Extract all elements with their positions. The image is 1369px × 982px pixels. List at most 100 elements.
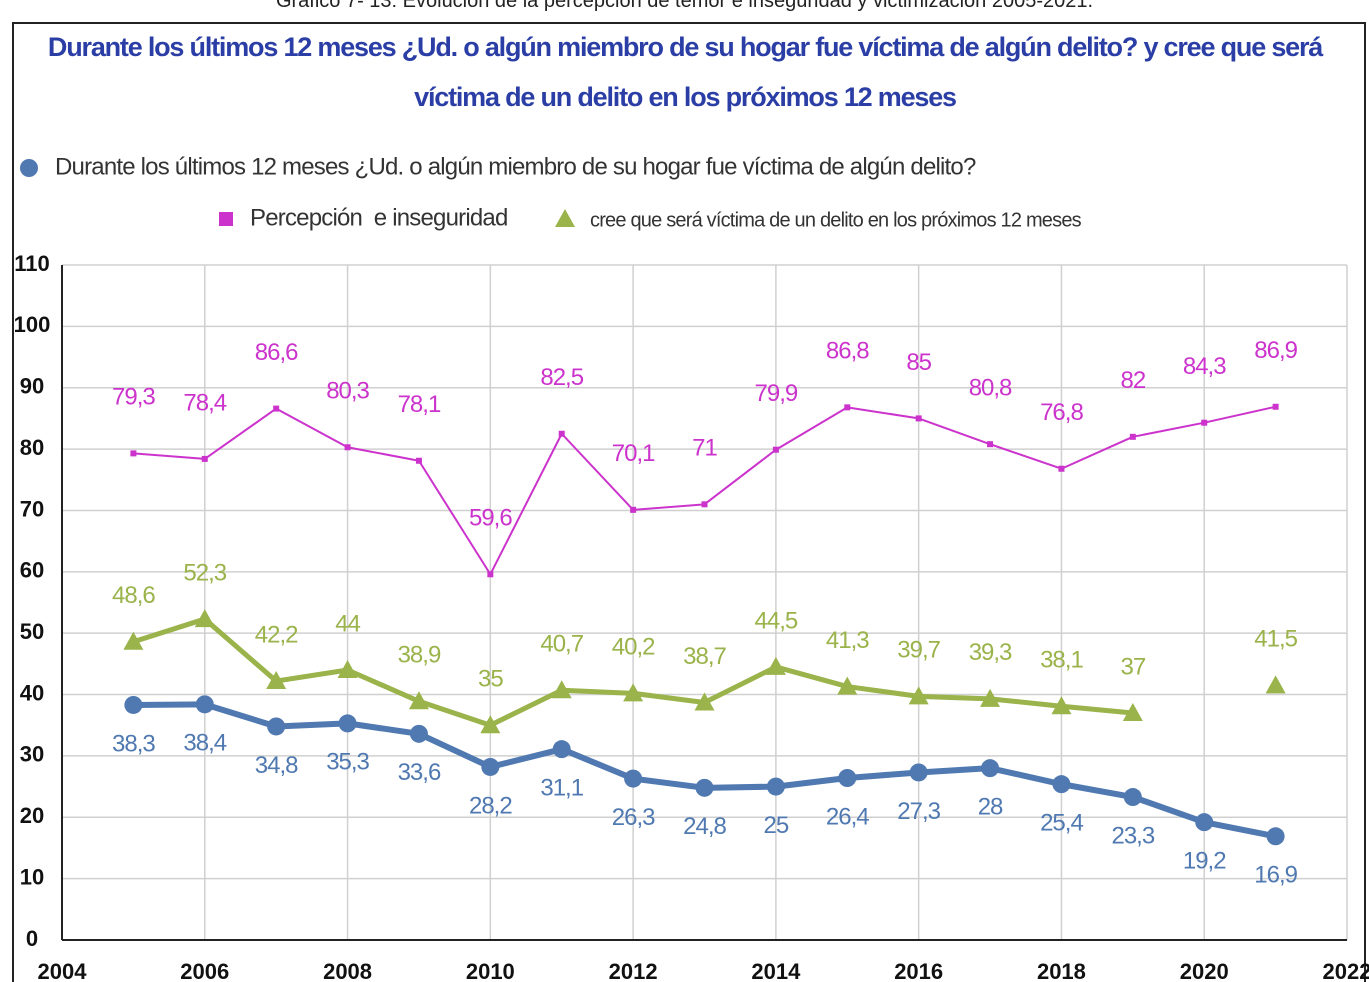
frame: [12, 22, 1366, 982]
point: [338, 714, 357, 733]
value-label: 39,3: [969, 639, 1012, 666]
value-label: 19,2: [1183, 848, 1226, 875]
point: [980, 688, 1001, 707]
x-tick-label: 2010: [466, 959, 515, 982]
point: [837, 676, 858, 695]
point: [844, 404, 851, 411]
point: [701, 501, 708, 508]
value-label: 85: [906, 349, 931, 376]
point: [267, 717, 286, 736]
y-tick-label: 110: [14, 251, 50, 276]
legend-marker: [219, 212, 233, 226]
point: [981, 759, 1000, 778]
value-label: 86,6: [255, 339, 298, 366]
x-tick-label: 2018: [1037, 959, 1086, 982]
point: [1122, 702, 1143, 721]
y-tick-label: 60: [20, 558, 44, 583]
legend-label: Durante los últimos 12 meses ¿Ud. o algú…: [55, 153, 976, 180]
value-label: 84,3: [1183, 353, 1226, 380]
value-label: 41,3: [826, 627, 869, 654]
point: [266, 671, 287, 690]
point: [273, 405, 280, 412]
point: [765, 656, 786, 675]
x-tick-label: 2016: [894, 959, 943, 982]
point: [195, 695, 214, 714]
value-label: 78,1: [398, 391, 441, 418]
point: [987, 441, 994, 448]
value-label: 40,2: [612, 634, 655, 661]
point: [201, 455, 208, 462]
series-line: [133, 405, 1276, 576]
x-tick-label: 2006: [180, 959, 229, 982]
point: [1272, 403, 1279, 410]
y-tick-label: 40: [20, 680, 44, 705]
x-tick-label: 2022: [1323, 959, 1369, 982]
point: [124, 695, 143, 714]
value-label: 48,6: [112, 582, 155, 609]
point: [1051, 696, 1072, 715]
point: [909, 763, 928, 782]
point: [1266, 827, 1285, 846]
value-label: 16,9: [1254, 862, 1297, 889]
value-label: 71: [692, 435, 717, 462]
value-label: 79,3: [112, 384, 155, 411]
y-tick-label: 90: [20, 374, 44, 399]
value-label: 82,5: [540, 364, 583, 391]
value-label: 26,3: [612, 804, 655, 831]
y-tick-label: 0: [26, 926, 38, 951]
value-label: 38,9: [398, 642, 441, 669]
point: [408, 691, 429, 710]
value-label: 25,4: [1040, 809, 1083, 836]
value-label: 80,8: [969, 375, 1012, 402]
value-label: 44,5: [755, 607, 798, 634]
value-label: 24,8: [683, 813, 726, 840]
value-label: 35,3: [326, 749, 369, 776]
point: [1265, 675, 1286, 694]
y-tick-label: 80: [20, 435, 44, 460]
point: [551, 680, 572, 699]
value-label: 35: [478, 666, 503, 693]
point: [1129, 433, 1136, 440]
value-label: 26,4: [826, 803, 869, 830]
point: [915, 415, 922, 422]
value-label: 38,1: [1040, 647, 1083, 674]
point: [695, 778, 714, 797]
value-label: 42,2: [255, 621, 298, 648]
value-label: 80,3: [326, 378, 369, 405]
point: [624, 769, 643, 788]
point: [123, 631, 144, 650]
point: [409, 724, 428, 743]
x-tick-label: 2020: [1180, 959, 1229, 982]
point: [908, 686, 929, 705]
y-tick-label: 70: [20, 496, 44, 521]
x-tick-label: 2014: [751, 959, 801, 982]
point: [694, 692, 715, 711]
value-label: 38,3: [112, 730, 155, 757]
legend-marker: [20, 159, 38, 177]
value-label: 34,8: [255, 752, 298, 779]
point: [1201, 419, 1208, 426]
value-label: 39,7: [897, 637, 940, 664]
x-tick-label: 2004: [38, 959, 88, 982]
point: [1052, 775, 1071, 794]
value-label: 27,3: [897, 798, 940, 825]
point: [481, 757, 500, 776]
y-tick-label: 30: [20, 742, 44, 767]
value-label: 44: [335, 610, 360, 637]
point: [1195, 813, 1214, 832]
value-label: 38,4: [183, 730, 226, 757]
point: [558, 430, 565, 437]
value-label: 86,9: [1254, 337, 1297, 364]
legend-label: cree que será víctima de un delito en lo…: [590, 209, 1082, 231]
y-tick-label: 20: [20, 803, 44, 828]
chart-title: Durante los últimos 12 meses ¿Ud. o algú…: [47, 32, 1323, 112]
x-tick-label: 2012: [609, 959, 658, 982]
value-label: 82: [1120, 367, 1145, 394]
value-label: 41,5: [1254, 626, 1297, 653]
point: [1123, 788, 1142, 807]
point: [838, 769, 857, 787]
point: [630, 506, 637, 513]
point: [194, 609, 215, 628]
